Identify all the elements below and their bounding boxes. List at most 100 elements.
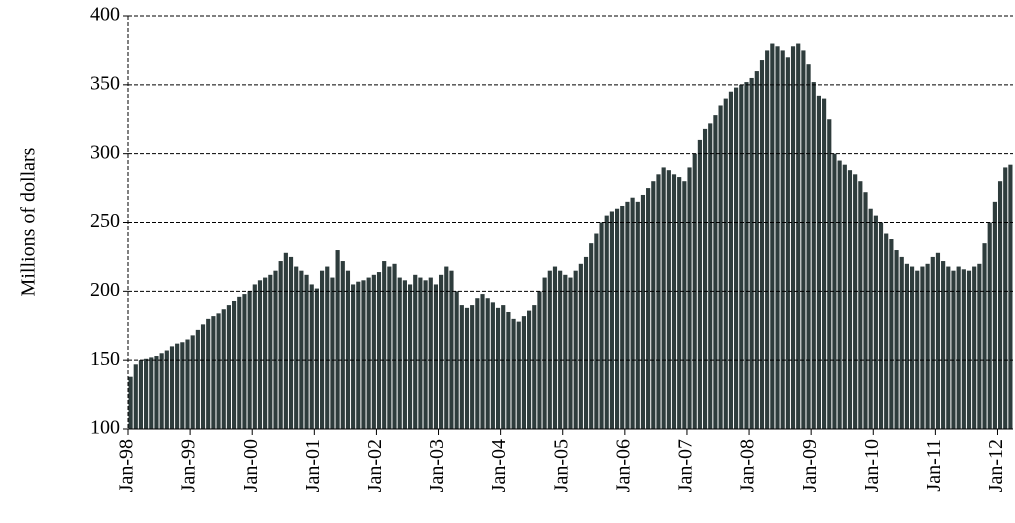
y-axis-label: Millions of dollars bbox=[18, 147, 40, 296]
bar bbox=[299, 270, 304, 429]
bar bbox=[589, 243, 594, 429]
bar bbox=[697, 139, 702, 429]
bar bbox=[195, 329, 200, 429]
bar bbox=[785, 57, 790, 430]
x-tick-label: Jan-00 bbox=[240, 439, 262, 492]
bar bbox=[325, 266, 330, 429]
bar bbox=[718, 105, 723, 429]
bar bbox=[759, 60, 765, 429]
bar bbox=[521, 316, 527, 429]
bar bbox=[775, 46, 780, 429]
bar bbox=[428, 277, 433, 429]
bar bbox=[863, 192, 868, 429]
bar bbox=[164, 350, 169, 429]
bar bbox=[666, 170, 671, 430]
y-tick-label: 300 bbox=[90, 141, 120, 163]
bar bbox=[620, 205, 625, 429]
bar bbox=[154, 356, 159, 429]
bar bbox=[304, 274, 309, 429]
bar bbox=[340, 261, 345, 429]
bar bbox=[547, 270, 552, 429]
bar bbox=[661, 167, 666, 429]
bar bbox=[149, 357, 154, 429]
bar bbox=[185, 339, 190, 429]
bar bbox=[811, 82, 816, 429]
bar bbox=[599, 222, 604, 429]
bar bbox=[801, 50, 806, 430]
bar bbox=[625, 201, 630, 429]
bar bbox=[1003, 167, 1008, 429]
bar bbox=[925, 263, 930, 429]
bar bbox=[516, 321, 521, 429]
bar bbox=[319, 270, 325, 429]
bar bbox=[832, 153, 837, 429]
bar bbox=[335, 250, 340, 429]
bar bbox=[827, 119, 832, 429]
bar bbox=[459, 305, 464, 429]
bar bbox=[997, 181, 1003, 429]
x-tick-label: Jan-07 bbox=[675, 439, 697, 492]
bar bbox=[770, 43, 775, 430]
bar bbox=[169, 346, 175, 429]
bar bbox=[252, 284, 257, 429]
bar bbox=[407, 284, 413, 429]
bar bbox=[180, 342, 185, 429]
bar bbox=[392, 263, 397, 429]
bar bbox=[190, 335, 195, 429]
bar bbox=[366, 277, 371, 429]
bar bbox=[128, 376, 133, 429]
bar bbox=[506, 311, 511, 429]
bar bbox=[527, 310, 532, 429]
x-tick-label: Jan-06 bbox=[612, 439, 634, 492]
bar bbox=[470, 305, 475, 429]
bar bbox=[909, 266, 915, 429]
bar bbox=[211, 316, 216, 429]
bar bbox=[376, 272, 382, 429]
bar bbox=[713, 115, 718, 430]
x-tick-label: Jan-12 bbox=[985, 439, 1007, 492]
bar bbox=[552, 266, 558, 429]
bar bbox=[966, 270, 972, 429]
bar bbox=[744, 82, 749, 429]
bar bbox=[640, 194, 646, 429]
bar bbox=[449, 270, 454, 429]
x-tick-label: Jan-03 bbox=[426, 439, 448, 492]
bar bbox=[630, 197, 635, 429]
bar bbox=[609, 211, 614, 429]
bar bbox=[351, 284, 356, 429]
bar bbox=[822, 98, 827, 429]
x-tick-label: Jan-05 bbox=[550, 439, 572, 492]
bar bbox=[884, 233, 889, 429]
bar bbox=[847, 170, 853, 430]
bar bbox=[216, 313, 221, 429]
bar bbox=[956, 266, 961, 429]
bar bbox=[309, 284, 314, 429]
bar bbox=[992, 201, 997, 429]
x-tick-label: Jan-01 bbox=[302, 439, 324, 492]
bar bbox=[899, 256, 904, 429]
bar bbox=[159, 353, 164, 429]
bar bbox=[242, 294, 247, 429]
bar bbox=[765, 50, 770, 430]
bar bbox=[175, 343, 180, 429]
bar bbox=[790, 46, 796, 429]
bar bbox=[858, 181, 863, 429]
bar bbox=[402, 280, 407, 429]
bar bbox=[237, 296, 242, 429]
bar bbox=[842, 164, 847, 429]
bar bbox=[796, 43, 801, 430]
bar bbox=[915, 270, 920, 429]
bar bbox=[542, 277, 547, 429]
bar bbox=[294, 266, 299, 429]
bar bbox=[604, 215, 609, 429]
bar bbox=[982, 243, 987, 429]
bar bbox=[330, 277, 335, 429]
bar bbox=[961, 269, 966, 429]
bar bbox=[635, 201, 640, 429]
y-tick-label: 200 bbox=[90, 279, 120, 301]
bar bbox=[268, 274, 273, 429]
bar bbox=[873, 215, 878, 429]
bar bbox=[837, 160, 842, 430]
bar bbox=[200, 324, 206, 429]
